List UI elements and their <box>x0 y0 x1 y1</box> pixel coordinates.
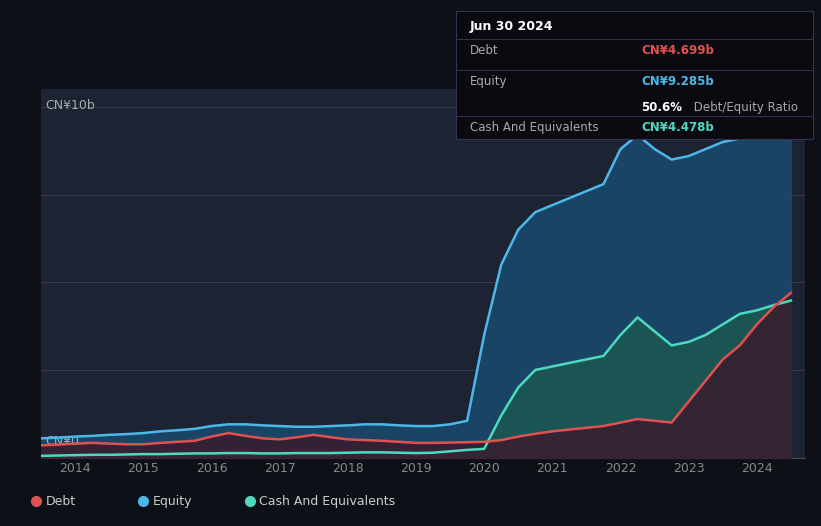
Text: Debt/Equity Ratio: Debt/Equity Ratio <box>690 101 797 114</box>
Text: Equity: Equity <box>153 494 192 508</box>
Text: Debt: Debt <box>46 494 76 508</box>
Text: Cash And Equivalents: Cash And Equivalents <box>470 122 599 134</box>
Text: 50.6%: 50.6% <box>641 101 682 114</box>
Text: CN¥4.699b: CN¥4.699b <box>641 44 714 57</box>
Text: CN¥0: CN¥0 <box>45 436 79 448</box>
Text: CN¥10b: CN¥10b <box>45 99 94 112</box>
Text: Equity: Equity <box>470 75 507 88</box>
Text: CN¥4.478b: CN¥4.478b <box>641 122 714 134</box>
Text: Debt: Debt <box>470 44 498 57</box>
Text: CN¥9.285b: CN¥9.285b <box>641 75 714 88</box>
Text: Jun 30 2024: Jun 30 2024 <box>470 19 553 33</box>
Text: Cash And Equivalents: Cash And Equivalents <box>259 494 396 508</box>
